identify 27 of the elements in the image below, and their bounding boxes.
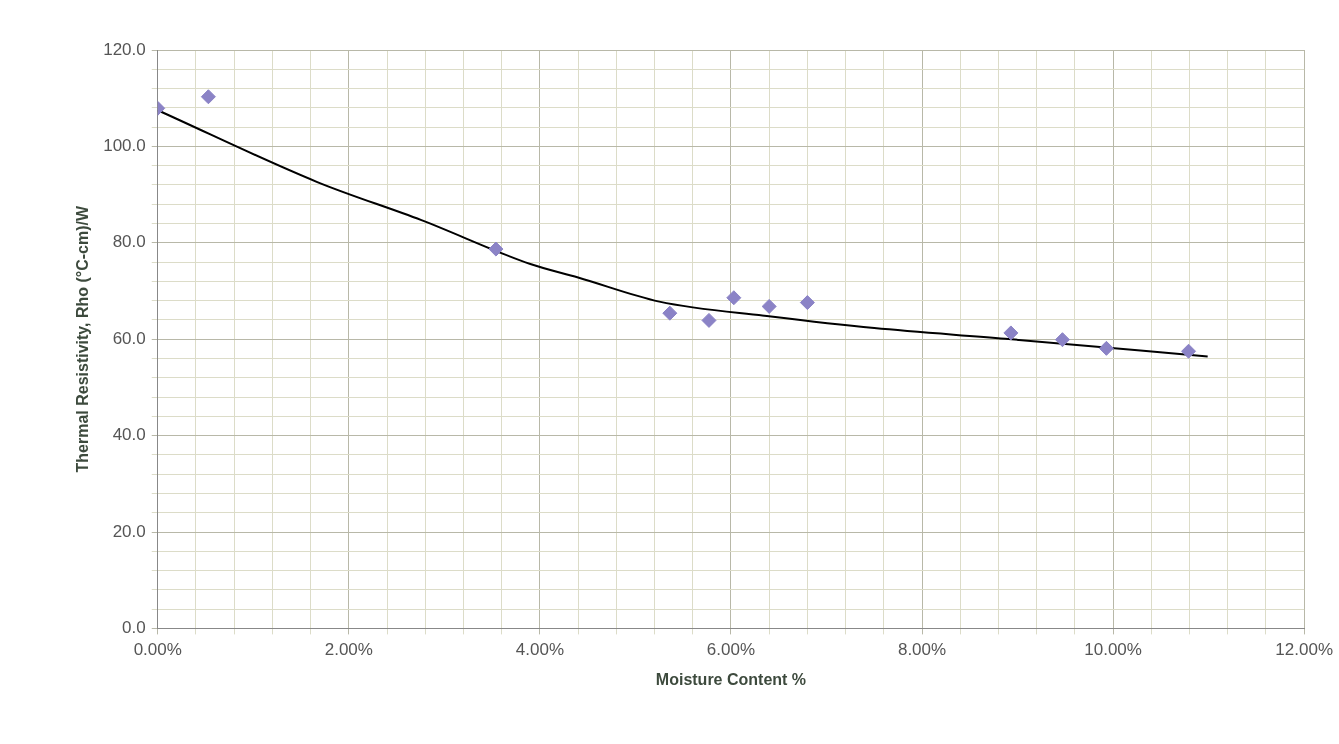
point — [1098, 340, 1114, 356]
x-tick-label: 6.00% — [706, 640, 756, 660]
y-axis-title: Thermal Resistivity, Rho (°C-cm)/W — [74, 205, 92, 473]
y-tick-label: 0.0 — [122, 618, 146, 638]
x-tick-label: 12.00% — [1275, 640, 1334, 660]
point — [200, 89, 216, 105]
y-tick-label: 80.0 — [112, 232, 146, 252]
x-tick-label: 4.00% — [515, 640, 564, 660]
y-tick-label: 20.0 — [112, 521, 146, 541]
point — [488, 241, 504, 257]
point — [726, 290, 742, 306]
point — [1181, 343, 1197, 359]
point — [701, 312, 717, 328]
point — [761, 298, 777, 314]
x-axis-title: Moisture Content % — [655, 670, 807, 688]
point — [662, 305, 678, 321]
y-tick-label: 100.0 — [103, 136, 146, 156]
x-tick-label: 0.00% — [133, 640, 182, 660]
x-tick-label: 2.00% — [324, 640, 373, 660]
y-tick-label: 60.0 — [112, 328, 146, 348]
y-tick-label: 120.0 — [103, 39, 146, 59]
x-tick-label: 8.00% — [897, 640, 947, 660]
y-tick-label: 40.0 — [112, 425, 146, 445]
x-tick-label: 10.00% — [1084, 640, 1142, 660]
point — [1054, 332, 1070, 348]
point — [1003, 325, 1019, 341]
point — [799, 295, 815, 311]
